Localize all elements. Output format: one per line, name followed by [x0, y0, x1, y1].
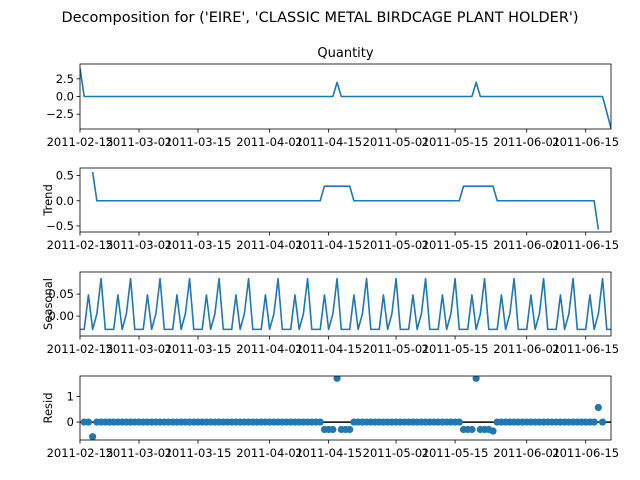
- x-tick-label: 2011-03-15: [165, 238, 232, 252]
- x-tick-label: 2011-02-15: [47, 446, 114, 460]
- x-tick-label: 2011-03-15: [165, 446, 232, 460]
- x-tick-label: 2011-04-15: [295, 446, 362, 460]
- x-tick-label: 2011-05-01: [363, 238, 430, 252]
- x-tick-label: 2011-03-01: [106, 342, 173, 356]
- x-tick-label: 2011-04-01: [236, 135, 303, 149]
- x-tick-label: 2011-03-01: [106, 446, 173, 460]
- y-tick-label: 0.0: [56, 90, 74, 104]
- resid-point: [84, 418, 93, 426]
- axes-frame: [79, 167, 612, 233]
- plot-area: [80, 376, 611, 440]
- plot-area: [80, 68, 611, 129]
- x-tick-label: 2011-04-15: [295, 342, 362, 356]
- y-tick-label: 0.00: [48, 309, 74, 323]
- axes-frame: [79, 375, 612, 441]
- x-tick-label: 2011-04-01: [236, 342, 303, 356]
- plot-area: [80, 277, 611, 331]
- x-tick-label: 2011-05-15: [422, 135, 489, 149]
- x-tick-label: 2011-05-01: [363, 135, 430, 149]
- x-tick-label: 2011-04-01: [236, 446, 303, 460]
- subplot-1: Quantity2.50.0−2.52011-02-152011-03-0120…: [46, 46, 619, 149]
- x-tick-label: 2011-04-01: [236, 238, 303, 252]
- x-tick-label: 2011-04-15: [295, 238, 362, 252]
- x-tick-label: 2011-03-01: [106, 135, 173, 149]
- resid-point: [329, 425, 337, 434]
- x-tick-label: 2011-03-01: [106, 238, 173, 252]
- resid-point: [594, 403, 602, 412]
- resid-point: [472, 376, 480, 382]
- subplots: Quantity2.50.0−2.52011-02-152011-03-0120…: [41, 46, 619, 460]
- resid-point: [590, 418, 598, 426]
- series-line: [80, 277, 611, 331]
- x-tick-label: 2011-03-15: [165, 135, 232, 149]
- resid-point: [468, 425, 476, 434]
- x-tick-label: 2011-06-15: [552, 135, 619, 149]
- series-line: [80, 68, 611, 129]
- y-tick-label: 0: [67, 415, 74, 429]
- y-tick-label: 1: [67, 389, 74, 403]
- x-tick-label: 2011-05-15: [422, 342, 489, 356]
- x-tick-label: 2011-06-15: [552, 238, 619, 252]
- resid-point: [346, 425, 354, 434]
- x-tick-label: 2011-06-01: [493, 446, 560, 460]
- resid-point: [455, 418, 463, 426]
- subplot-3: Seasonal0.050.002011-02-152011-03-012011…: [41, 271, 619, 356]
- subplot-title: Quantity: [317, 46, 373, 61]
- x-tick-label: 2011-05-01: [363, 446, 430, 460]
- x-tick-label: 2011-02-15: [47, 342, 114, 356]
- subplot-2: Trend0.50.0−0.52011-02-152011-03-012011-…: [41, 167, 619, 252]
- y-axis-label: Resid: [41, 392, 55, 423]
- x-tick-label: 2011-05-01: [363, 342, 430, 356]
- x-tick-label: 2011-06-15: [552, 446, 619, 460]
- x-tick-label: 2011-04-15: [295, 135, 362, 149]
- y-tick-label: 2.5: [56, 72, 74, 86]
- resid-point: [489, 427, 497, 435]
- resid-point: [89, 433, 97, 440]
- y-tick-label: −0.5: [46, 219, 74, 233]
- resid-point: [333, 376, 341, 382]
- y-tick-label: 0.05: [48, 287, 74, 301]
- x-tick-label: 2011-06-15: [552, 342, 619, 356]
- plot-area: [91, 171, 600, 230]
- x-tick-label: 2011-05-15: [422, 446, 489, 460]
- y-axis-label: Seasonal: [41, 278, 55, 330]
- axes-frame: [79, 271, 612, 337]
- x-tick-label: 2011-06-01: [493, 135, 560, 149]
- x-tick-label: 2011-02-15: [47, 135, 114, 149]
- series-line: [91, 171, 600, 230]
- resid-point: [598, 418, 607, 426]
- y-axis-label: Trend: [41, 184, 55, 216]
- x-tick-label: 2011-06-01: [493, 238, 560, 252]
- x-tick-label: 2011-03-15: [165, 342, 232, 356]
- figure-title: Decomposition for ('EIRE', 'CLASSIC META…: [61, 10, 578, 26]
- x-tick-label: 2011-06-01: [493, 342, 560, 356]
- x-tick-label: 2011-02-15: [47, 238, 114, 252]
- y-tick-label: −2.5: [46, 107, 74, 121]
- x-tick-label: 2011-05-15: [422, 238, 489, 252]
- resid-point: [316, 418, 324, 426]
- y-tick-label: 0.0: [56, 194, 74, 208]
- y-tick-label: 0.5: [56, 169, 74, 183]
